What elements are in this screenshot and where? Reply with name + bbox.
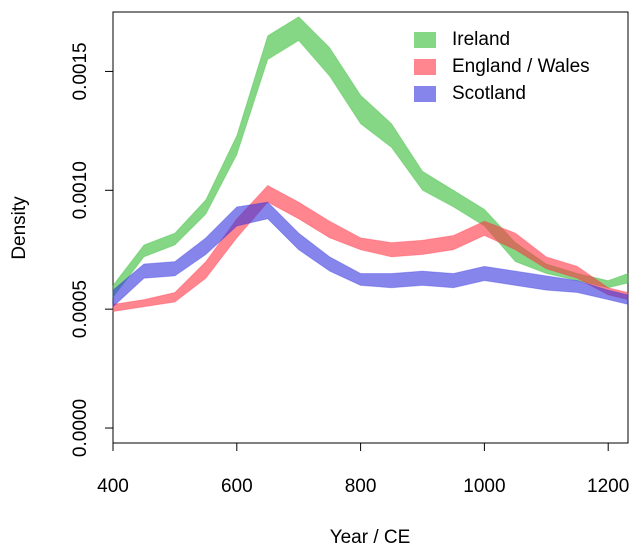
legend-label: England / Wales	[452, 56, 590, 77]
x-tick-label: 600	[221, 476, 253, 497]
plot-frame	[112, 11, 629, 444]
legend-label: Scotland	[452, 83, 526, 104]
x-axis-label: Year / CE	[330, 527, 411, 548]
x-tick-label: 1000	[463, 476, 505, 497]
density-band	[112, 184, 629, 313]
legend-swatch	[414, 86, 436, 102]
y-tick-label: 0.0015	[70, 42, 91, 100]
x-tick-label: 1200	[587, 476, 629, 497]
legend-label: Ireland	[452, 29, 510, 50]
legend-swatch	[414, 59, 436, 75]
y-tick-label: 0.0005	[70, 280, 91, 338]
x-tick-label: 800	[345, 476, 377, 497]
y-tick-label: 0.0010	[70, 161, 91, 219]
y-axis-label: Density	[9, 196, 30, 260]
x-tick-label: 400	[97, 476, 129, 497]
legend-swatch	[414, 32, 436, 48]
density-band	[112, 201, 629, 308]
y-tick-label: 0.0000	[70, 399, 91, 457]
